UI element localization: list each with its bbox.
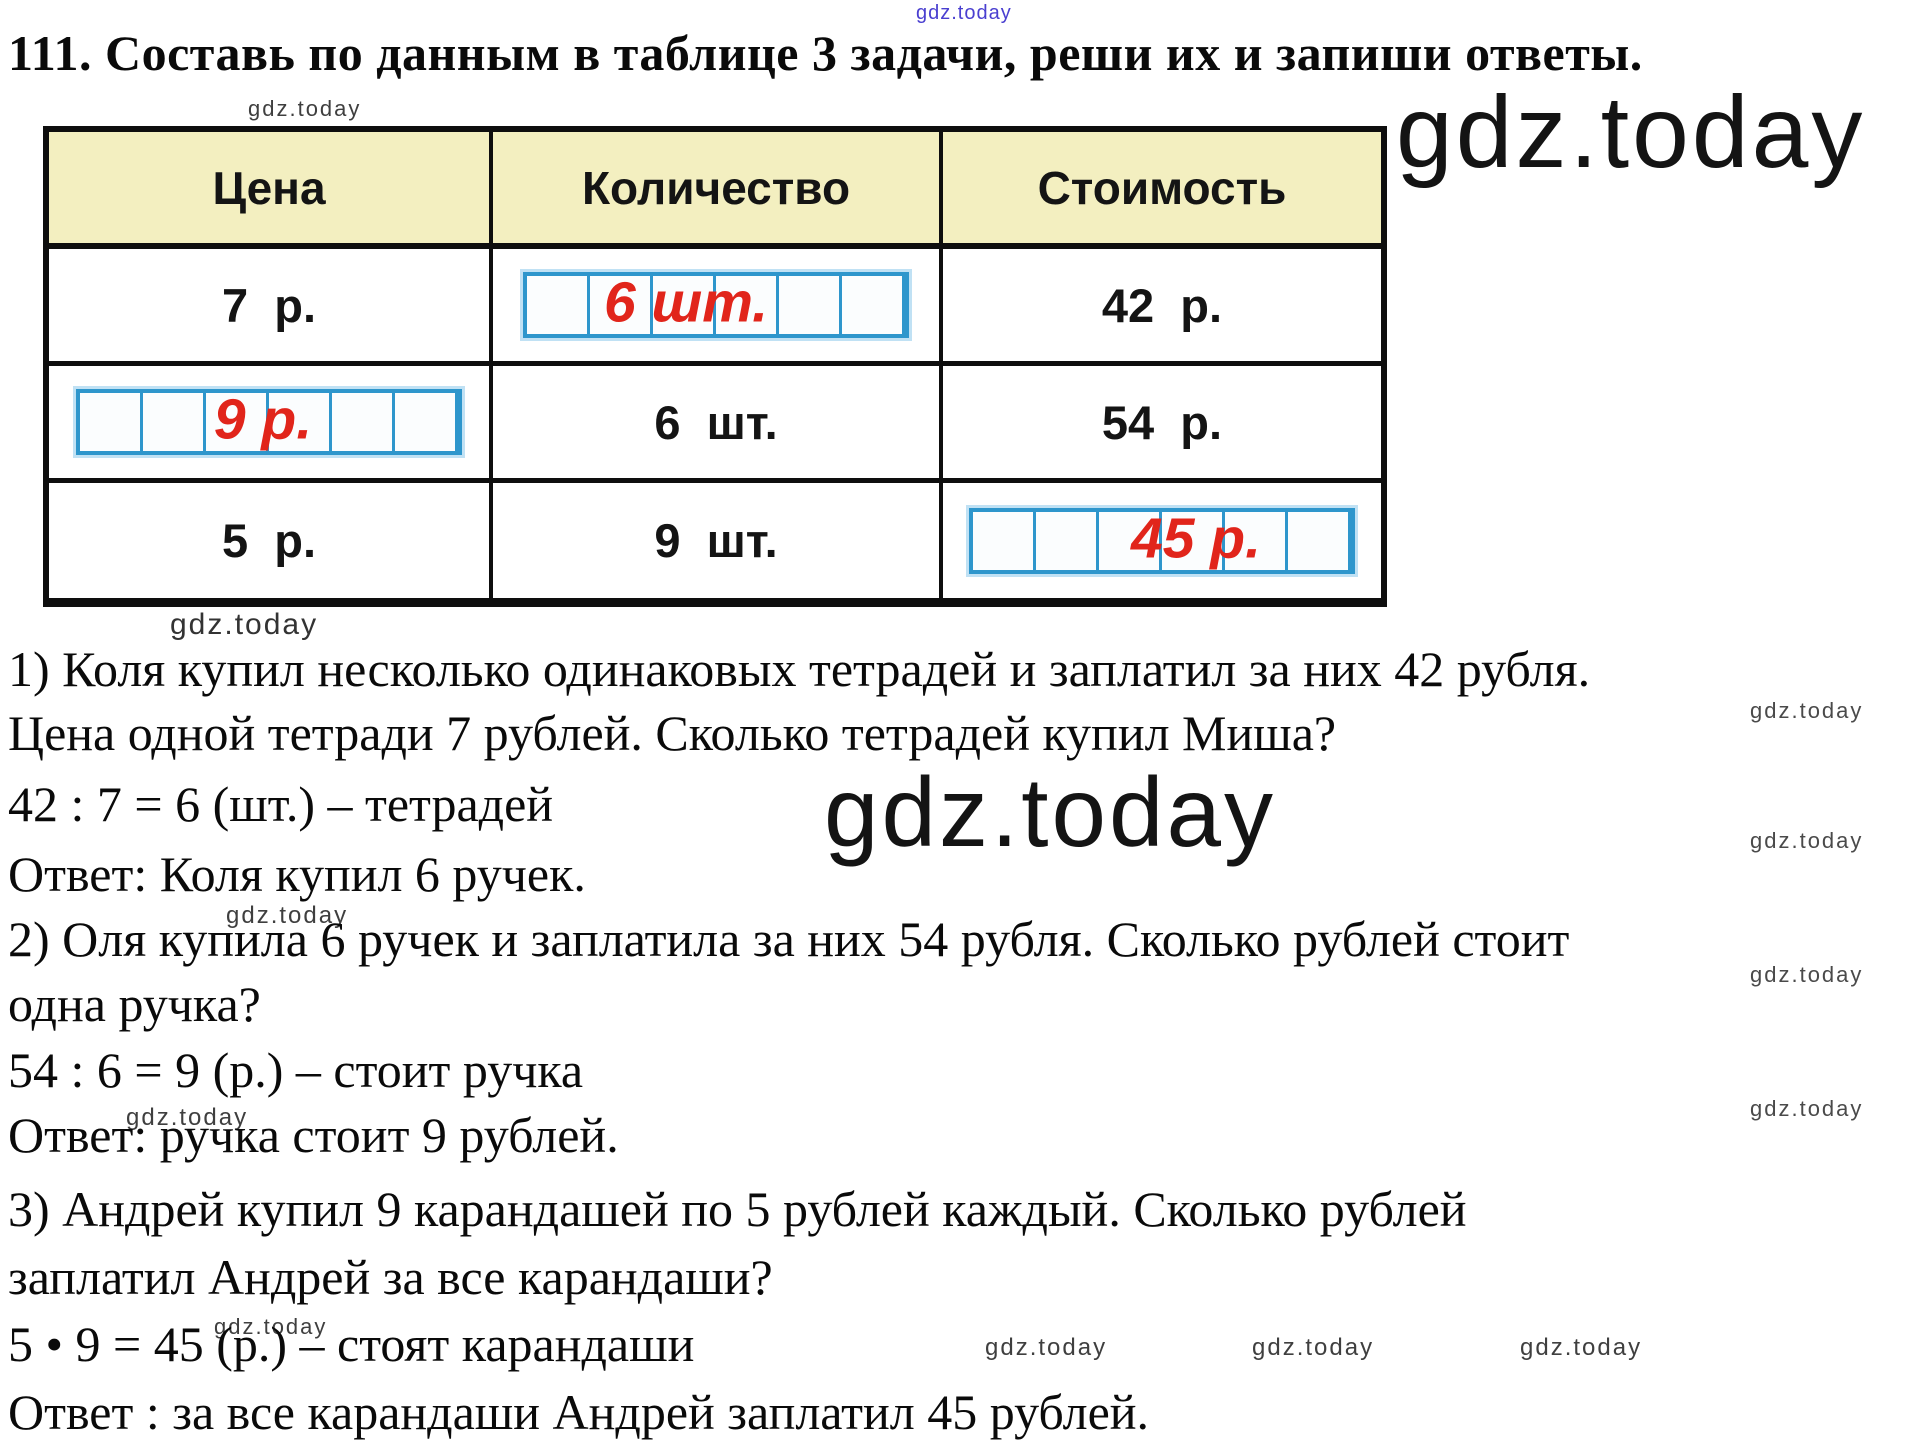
answer-box-square bbox=[269, 393, 332, 451]
problem2-statement-line2: одна ручка? bbox=[8, 976, 261, 1032]
watermark-inline-2: gdz.today bbox=[1252, 1334, 1375, 1361]
cell-value: 9 шт. bbox=[654, 514, 778, 567]
answer-box-square bbox=[1036, 511, 1099, 570]
table-cell-price-row1: 7 р. bbox=[49, 249, 493, 366]
problem3-statement-line1: 3) Андрей купил 9 карандашей по 5 рублей… bbox=[8, 1181, 1467, 1237]
answer-box-square bbox=[1099, 511, 1162, 570]
answer-box-square bbox=[1225, 511, 1288, 570]
answer-box-square bbox=[332, 393, 395, 451]
table-cell-quantity-row2: 6 шт. bbox=[493, 366, 943, 483]
answer-box-square bbox=[973, 511, 1036, 570]
header-label: Количество bbox=[581, 161, 851, 214]
table-cell-quantity-row3: 9 шт. bbox=[493, 483, 943, 598]
cell-value: 54 р. bbox=[1101, 395, 1223, 449]
problem2-equation: 54 : 6 = 9 (р.) – стоит ручка bbox=[8, 1042, 584, 1098]
answer-box-square bbox=[716, 276, 779, 334]
watermark-above-answer2: gdz.today bbox=[126, 1104, 249, 1131]
cell-value: 6 шт. bbox=[654, 395, 778, 449]
problem3-equation: 5 • 9 = 45 (р.) – стоят карандаши bbox=[8, 1316, 695, 1372]
answer-box-square bbox=[1162, 511, 1225, 570]
watermark-right-margin-3: gdz.today bbox=[1750, 962, 1864, 987]
answer-box-square bbox=[80, 393, 143, 451]
watermark-below-table: gdz.today bbox=[170, 608, 319, 641]
problem1-statement-line1: 1) Коля купил несколько одинаковых тетра… bbox=[8, 641, 1591, 697]
problem2-answer: Ответ: ручка стоит 9 рублей. bbox=[8, 1107, 619, 1163]
problem1-statement-line2: Цена одной тетради 7 рублей. Сколько тет… bbox=[8, 705, 1337, 761]
answer-box-square bbox=[206, 393, 269, 451]
table-header-quantity: Количество bbox=[493, 132, 943, 249]
answer-box-quantity-row1: 6 шт. bbox=[523, 270, 909, 338]
problem3-statement-line2: заплатил Андрей за все карандаши? bbox=[8, 1249, 773, 1305]
table-cell-quantity-row1: 6 шт. bbox=[493, 249, 943, 366]
table-cell-cost-row1: 42 р. bbox=[943, 249, 1381, 366]
table-cell-cost-row3: 45 р. bbox=[943, 483, 1381, 598]
problem1-answer: Ответ: Коля купил 6 ручек. bbox=[8, 846, 586, 902]
watermark-above-table: gdz.today bbox=[248, 96, 362, 121]
header-label: Стоимость bbox=[1037, 161, 1287, 214]
answer-box-price-row2: 9 р. bbox=[76, 387, 462, 455]
table-header-cost: Стоимость bbox=[943, 132, 1381, 249]
answer-box-square bbox=[842, 276, 905, 334]
answer-box-cost-row3: 45 р. bbox=[969, 506, 1355, 574]
watermark-inline-1: gdz.today bbox=[985, 1334, 1108, 1361]
problem3-answer: Ответ : за все карандаши Андрей заплатил… bbox=[8, 1384, 1150, 1440]
table-header-price: Цена bbox=[49, 132, 493, 249]
watermark-inline-3: gdz.today bbox=[1520, 1334, 1643, 1361]
header-label: Цена bbox=[212, 161, 326, 214]
watermark-large-top-right: gdz.today bbox=[1396, 75, 1866, 189]
table-cell-cost-row2: 54 р. bbox=[943, 366, 1381, 483]
answer-box-square bbox=[779, 276, 842, 334]
watermark-top-blue: gdz.today bbox=[916, 2, 1012, 24]
table-cell-price-row3: 5 р. bbox=[49, 483, 493, 598]
price-table: Цена Количество Стоимость 7 р. 6 шт. 42 … bbox=[43, 126, 1387, 607]
answer-box-square bbox=[653, 276, 716, 334]
answer-box-square bbox=[590, 276, 653, 334]
cell-value: 5 р. bbox=[221, 514, 317, 567]
cell-value: 7 р. bbox=[221, 278, 317, 332]
watermark-above-problem2: gdz.today bbox=[226, 902, 349, 929]
problem1-equation: 42 : 7 = 6 (шт.) – тетрадей bbox=[8, 776, 554, 832]
answer-box-square bbox=[143, 393, 206, 451]
watermark-right-margin-2: gdz.today bbox=[1750, 828, 1864, 853]
watermark-right-margin-4: gdz.today bbox=[1750, 1096, 1864, 1121]
cell-value: 42 р. bbox=[1101, 278, 1223, 332]
watermark-large-center: gdz.today bbox=[824, 757, 1276, 867]
watermark-right-margin-1: gdz.today bbox=[1750, 698, 1864, 723]
answer-box-square bbox=[527, 276, 590, 334]
problem2-statement-line1: 2) Оля купила 6 ручек и заплатила за них… bbox=[8, 911, 1570, 967]
watermark-above-equation3: gdz.today bbox=[214, 1314, 328, 1339]
answer-box-square bbox=[1288, 511, 1351, 570]
answer-box-square bbox=[395, 393, 458, 451]
page-title: 111. Составь по данным в таблице 3 задач… bbox=[8, 25, 1643, 81]
table-cell-price-row2: 9 р. bbox=[49, 366, 493, 483]
